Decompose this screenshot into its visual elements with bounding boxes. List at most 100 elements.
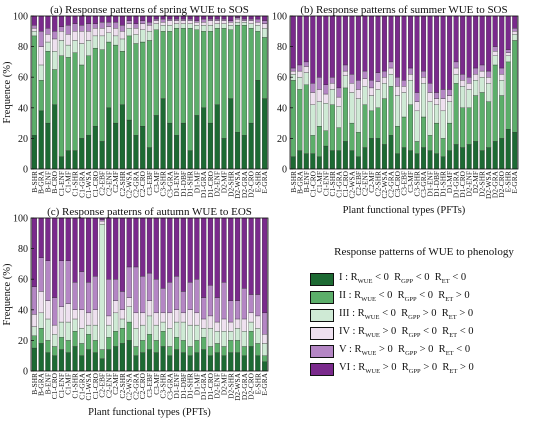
bar-C1-SHR-III (72, 318, 78, 332)
bar-D1-MF-II (194, 340, 200, 353)
bar-D2-SHR-IV (228, 321, 234, 332)
x-tick-label-D1-ENF: D1-ENF (172, 171, 181, 196)
bar-C1-MF-V (65, 25, 71, 35)
bar-C1-MF-III (316, 101, 322, 127)
bar-D1-DBF-III (180, 321, 186, 341)
bar-D1-CRO-V (460, 73, 466, 81)
bar-E-GRA-II (262, 355, 268, 362)
bar-C2-WSA-VI (349, 15, 355, 75)
bar-C3-EBF-III (401, 92, 407, 118)
bar-C3-EBF-II (146, 40, 153, 148)
y-tick-label-0: 0 (23, 367, 28, 378)
bar-B-SHR-IV (31, 28, 37, 32)
bar-C3-GRA-I (167, 122, 173, 170)
bar-D2-SHR-V (228, 20, 234, 23)
bar-C1-ENF-IV (323, 93, 329, 104)
x-tick-label-C1-CRO: C1-CRO (50, 372, 59, 399)
bar-D1-ENF-III (173, 321, 180, 338)
bar-B-ENF-II (45, 340, 51, 353)
bar-C1-GRA-II (336, 127, 342, 151)
bar-D2-GRA-III (241, 331, 247, 347)
bar-D2-MF-V (221, 282, 227, 320)
legend-rows: I : RWUE < 0 RGPP < 0 RET < 0 II : RWUE <… (300, 270, 548, 378)
bar-C1-SHR-I (329, 150, 335, 170)
x-tick-label-C3-EBF: C3-EBF (145, 373, 154, 398)
legend-label: I : RWUE < 0 RGPP < 0 RET < 0 (339, 272, 467, 286)
bar-C2-WSA-II (126, 35, 132, 121)
bar-C2-MF-III (113, 35, 119, 46)
x-tick-label-C3-SHR: C3-SHR (159, 171, 168, 197)
bar-C2-EBF-IV (99, 28, 105, 37)
x-tick-label-B-CRO: B-CRO (50, 170, 59, 193)
bar-C3-EBF-II (146, 334, 153, 350)
bar-C1-SHR-V (72, 282, 78, 310)
bar-C2-MF-V (368, 80, 374, 89)
bar-C3-CRO-VI (394, 15, 400, 78)
bar-D2-SHR-IV (479, 70, 485, 78)
bar-C2-SHR-I (119, 343, 126, 372)
bar-D1-DBF-I (434, 153, 440, 170)
bar-C1-SHR-VI (329, 15, 335, 78)
bar-D2-WSA-II (234, 340, 241, 353)
x-tick-label-C1-CRO: C1-CRO (341, 170, 350, 197)
bar-D1-GRA-V (201, 297, 207, 320)
bar-D2-MF-IV (473, 73, 479, 81)
plot-frame (30, 15, 269, 170)
bar-D2-ENF-III (214, 23, 220, 29)
bar-C2-CRO-II (140, 340, 146, 353)
bar-D2-SHR-III (228, 25, 234, 30)
bar-D2-CRO-II (248, 28, 254, 124)
bar-D2-CRO-I (248, 346, 254, 372)
bar-D1-MF-V (194, 20, 200, 23)
bar-C1-WSA-VI (85, 15, 92, 24)
bar-D2-SHR-III (228, 331, 234, 341)
bar-D1-GRA-I (453, 144, 459, 170)
bar-C1-CRO-III (52, 334, 58, 347)
bar-D2-MF-I (473, 141, 479, 170)
x-tick-label-C1-ENF: C1-ENF (57, 373, 66, 398)
x-tick-label-E-GRA: E-GRA (260, 170, 269, 193)
bar-C3-MF-VI (153, 217, 159, 280)
bar-D1-MF-III (194, 25, 200, 30)
bar-D1-ENF-I (173, 349, 180, 372)
panel-b-summer-sos: 020406080100B-SHRB-GRAB-ENFC1-CROC1-MFC1… (272, 4, 519, 216)
bar-D1-MF-III (447, 101, 453, 124)
bar-D1-GRA-IV (201, 318, 207, 329)
bar-C1-MF-IV (316, 89, 322, 102)
x-tick-label-D1-SHR: D1-SHR (439, 171, 448, 197)
bar-C1-GRA-I (336, 150, 342, 170)
bar-C2-EBF-II (99, 49, 105, 142)
legend-item-V: V : RWUE > 0 RGPP > 0 RET < 0 (310, 342, 548, 360)
bar-C3-EBF-IV (401, 86, 407, 93)
bar-E-GRA-V (262, 20, 268, 24)
bar-C1-MF-I (316, 156, 322, 170)
bar-D2-SHR-V (228, 300, 234, 323)
y-tick-label-40: 40 (18, 305, 28, 316)
bar-B-CRO-IV (52, 38, 58, 52)
x-tick-label-C3-MF: C3-MF (406, 171, 415, 193)
bar-C1-CRO-II (92, 340, 98, 353)
x-tick-label-C3-GRA: C3-GRA (165, 372, 174, 399)
bar-D2-CRO-IV (499, 73, 505, 81)
bar-C3-SHR-IV (160, 21, 166, 26)
bar-D1-SHR-IV (440, 98, 446, 112)
bar-C3-GRA-II (421, 116, 427, 148)
bar-D1-SHR-III (440, 110, 446, 139)
bar-C3-SHR-VI (414, 15, 420, 93)
bar-B-ENF-V (45, 260, 51, 301)
bar-E-GRA-I (262, 98, 268, 170)
y-tick-label-100: 100 (13, 214, 28, 225)
bar-C1-CRO-VI (52, 217, 58, 298)
bar-E-GRA-II (512, 40, 518, 133)
bar-D2-SHR-VI (479, 15, 485, 66)
bar-D2-GRA-IV (492, 51, 498, 56)
x-tick-label-C3-SHR: C3-SHR (159, 373, 168, 399)
x-tick-label-C1-SHR: C1-SHR (71, 373, 80, 399)
bar-B-SHR-V (31, 286, 37, 315)
bar-D1-CRO-II (207, 346, 214, 356)
bar-D2-SHR-II (228, 340, 234, 353)
bar-C2-SHR-II (375, 107, 381, 139)
bar-C2-CRO-V (140, 275, 146, 314)
bar-E-GRA-IV (262, 23, 268, 29)
bar-C2-GRA-VI (133, 15, 139, 24)
